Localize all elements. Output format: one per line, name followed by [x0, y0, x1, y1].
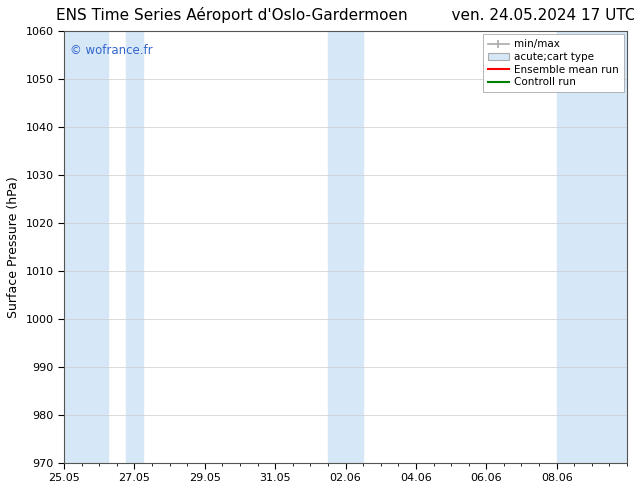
- Bar: [328, 31, 363, 463]
- Bar: [557, 31, 627, 463]
- Legend: min/max, acute;cart type, Ensemble mean run, Controll run: min/max, acute;cart type, Ensemble mean …: [482, 34, 624, 93]
- Y-axis label: Surface Pressure (hPa): Surface Pressure (hPa): [7, 176, 20, 318]
- Bar: [64, 31, 108, 463]
- Bar: [126, 31, 143, 463]
- Text: © wofrance.fr: © wofrance.fr: [70, 44, 152, 57]
- Title: ENS Time Series Aéroport d'Oslo-Gardermoen         ven. 24.05.2024 17 UTC: ENS Time Series Aéroport d'Oslo-Gardermo…: [56, 7, 634, 23]
